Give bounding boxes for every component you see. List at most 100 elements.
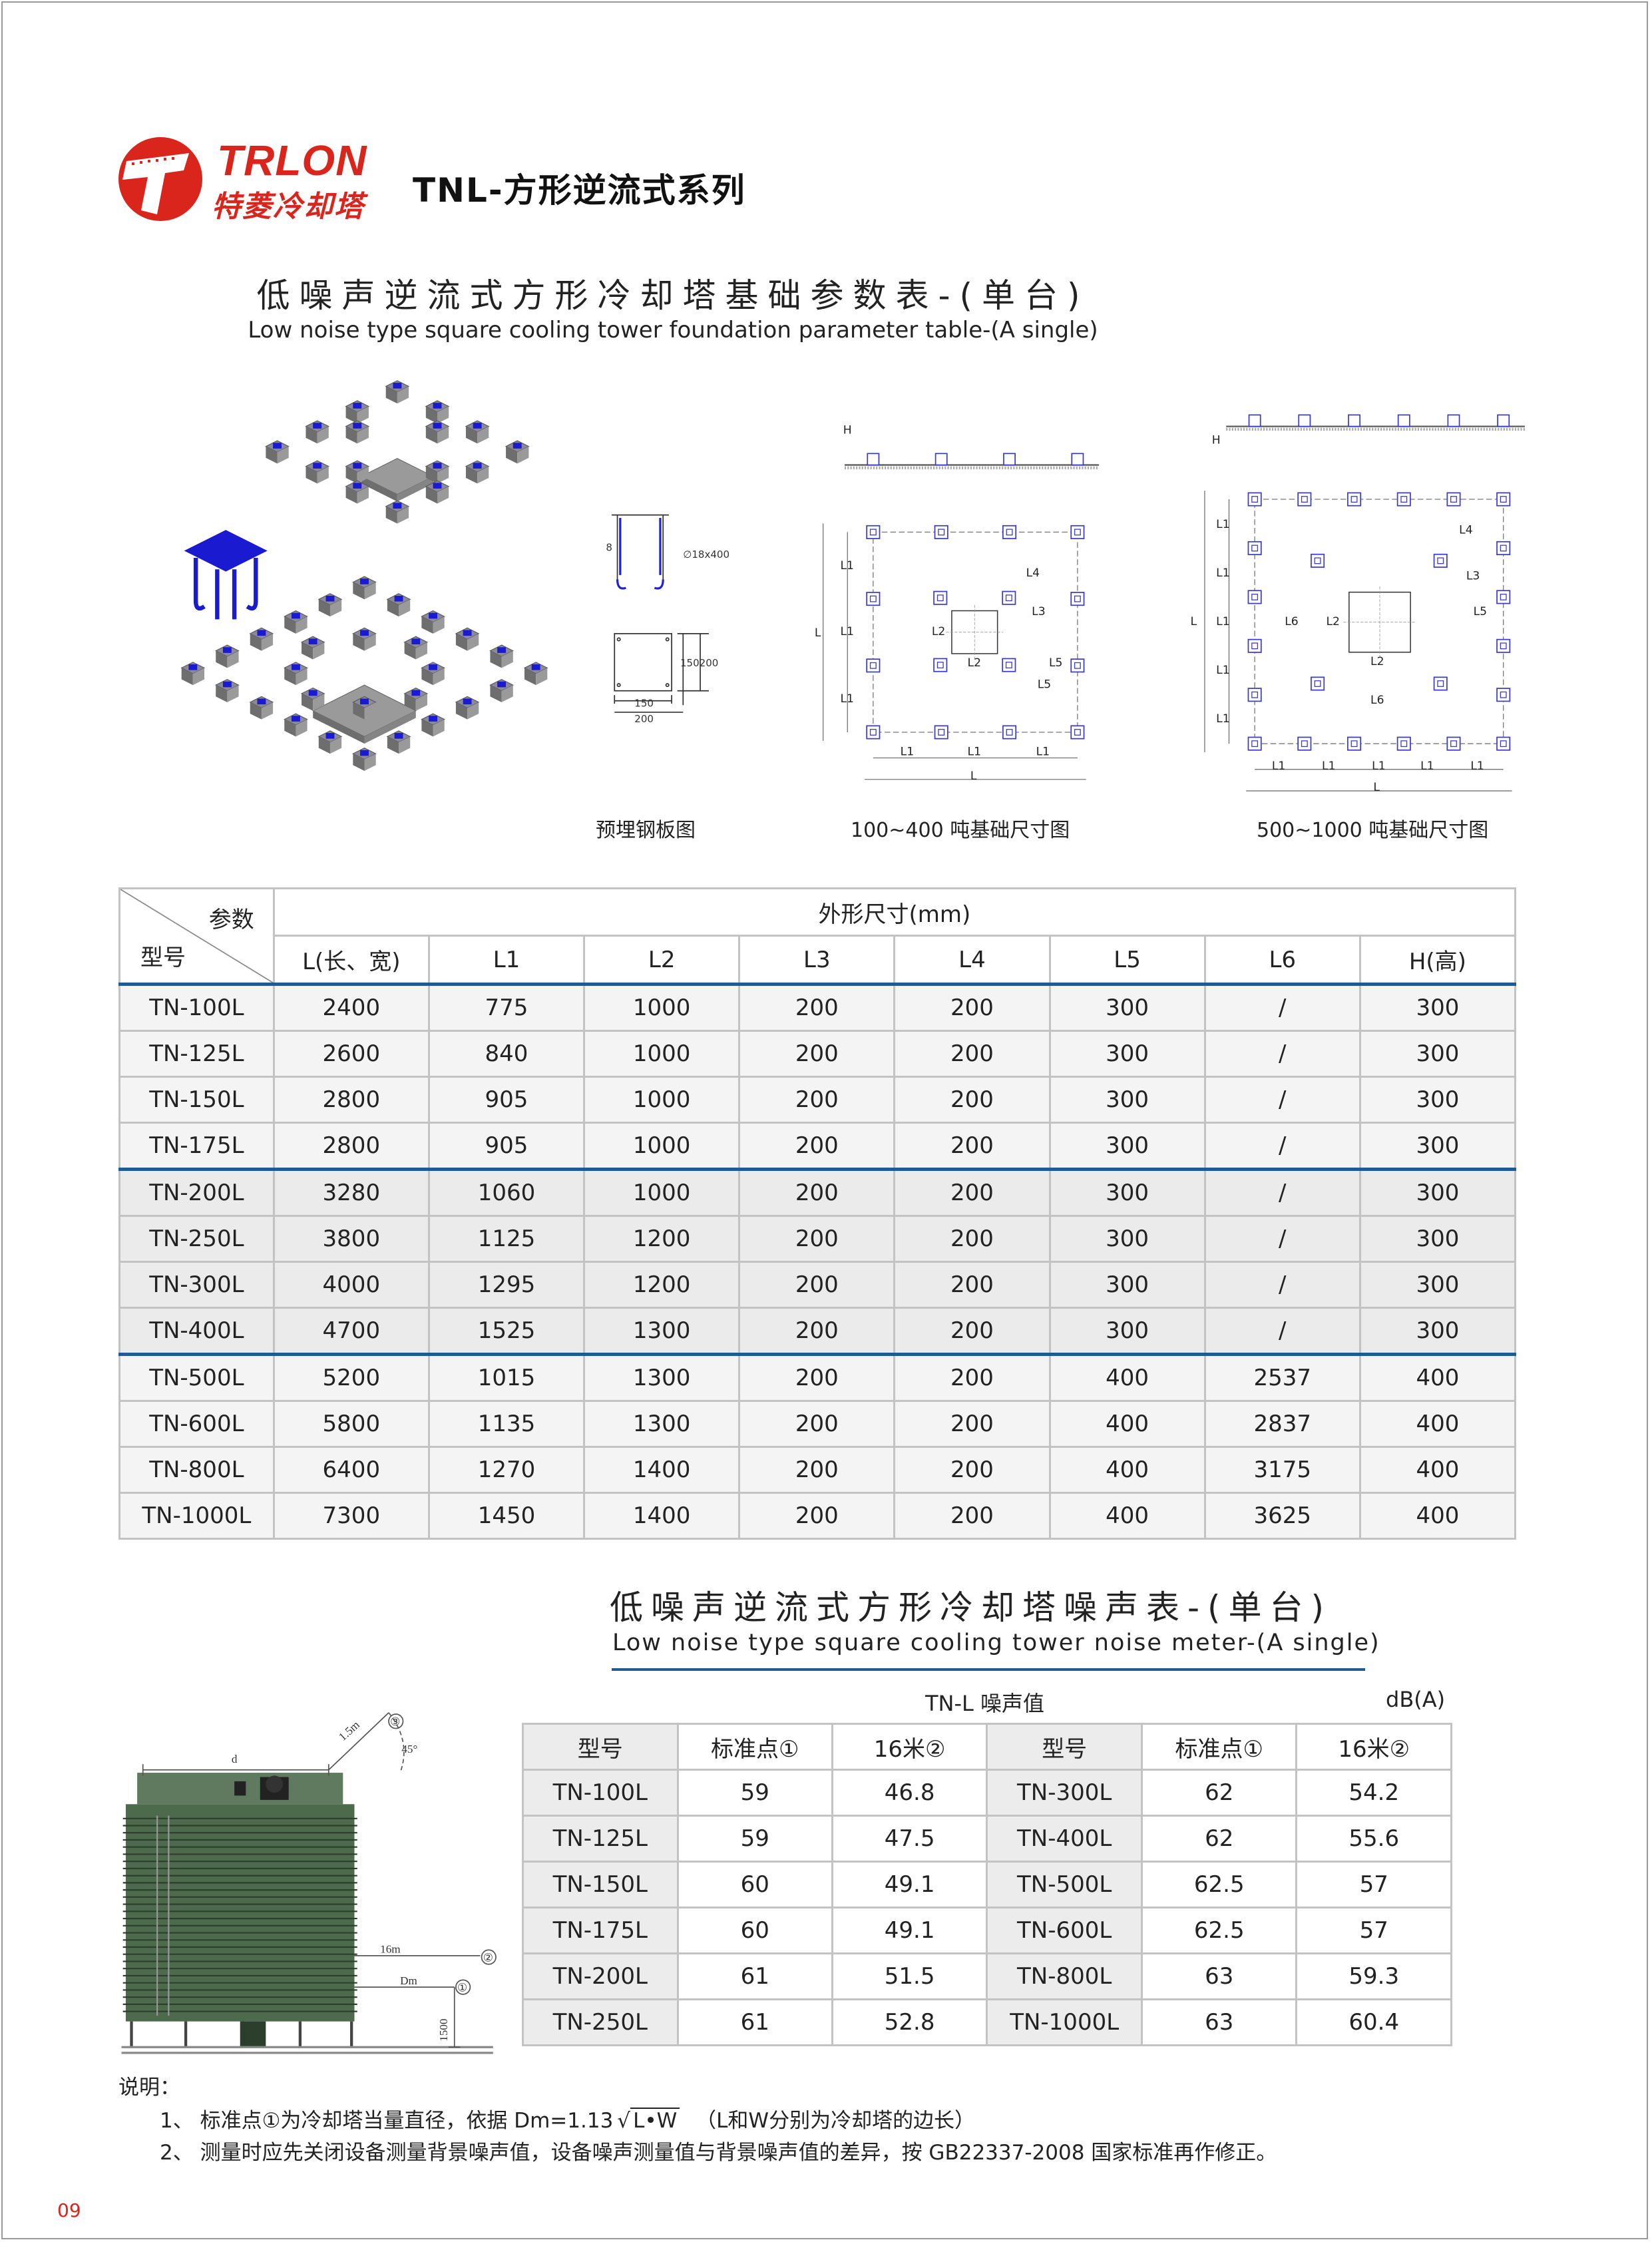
table-row: TN-300L 4000 1295 1200 200 200 300/300: [118, 1261, 1517, 1309]
value-cell: 60.4: [1295, 1998, 1452, 2046]
value-cell: 300: [1048, 1076, 1206, 1124]
value-cell: 4700: [272, 1307, 430, 1355]
value-cell: 400: [1358, 1353, 1517, 1402]
value-cell: 400: [1358, 1492, 1517, 1540]
value-cell: 1400: [583, 1446, 741, 1494]
value-cell: 3175: [1203, 1446, 1361, 1494]
value-cell: 4000: [272, 1261, 430, 1309]
value-cell: 200: [893, 1492, 1051, 1540]
value-cell: 60: [676, 1906, 833, 1954]
value-cell: 200: [738, 1446, 896, 1494]
value-cell: /: [1203, 1307, 1361, 1355]
value-cell: 57: [1295, 1861, 1452, 1908]
model-cell: TN-125L: [522, 1815, 679, 1863]
group-header: 外形尺寸(mm): [272, 887, 1517, 937]
model-cell: TN-200L: [522, 1952, 679, 2000]
value-cell: 54.2: [1295, 1769, 1452, 1817]
model-cell: TN-150L: [522, 1861, 679, 1908]
value-cell: 1450: [427, 1492, 586, 1540]
table-row: TN-125L 59 47.5 TN-400L 62 55.6: [522, 1815, 1452, 1863]
value-cell: 1135: [427, 1400, 586, 1448]
column-header: H(高): [1358, 935, 1517, 985]
value-cell: 5800: [272, 1400, 430, 1448]
value-cell: 300: [1358, 1261, 1517, 1309]
value-cell: 200: [738, 1076, 896, 1124]
model-cell: TN-500L: [986, 1861, 1143, 1908]
value-cell: 55.6: [1295, 1815, 1452, 1863]
value-cell: 300: [1048, 1307, 1206, 1355]
table-row: TN-250L 61 52.8 TN-1000L 63 60.4: [522, 1998, 1452, 2046]
value-cell: 1000: [583, 1122, 741, 1170]
value-cell: 49.1: [831, 1861, 988, 1908]
value-cell: 200: [738, 1122, 896, 1170]
note-2: 2、 测量时应先关闭设备测量背景噪声值，设备噪声测量值与背景噪声值的差异，按 G…: [160, 2141, 1277, 2165]
model-cell: TN-600L: [118, 1400, 275, 1448]
value-cell: 200: [738, 1400, 896, 1448]
model-cell: TN-200L: [118, 1168, 275, 1217]
value-cell: 400: [1048, 1353, 1206, 1402]
noise-unit: dB(A): [1386, 1687, 1446, 1712]
value-cell: 2400: [272, 983, 430, 1032]
value-cell: 200: [738, 1261, 896, 1309]
value-cell: 200: [893, 1446, 1051, 1494]
value-cell: 200: [893, 1307, 1051, 1355]
value-cell: 200: [738, 1492, 896, 1540]
value-cell: 775: [427, 983, 586, 1032]
brand-name-cn: 特菱冷却塔: [212, 190, 365, 224]
column-header: 型号: [986, 1723, 1143, 1771]
brand-logo: TRLON 特菱冷却塔: [117, 136, 383, 224]
value-cell: 200: [893, 1353, 1051, 1402]
table-row: TN-500L 5200 1015 1300 200 200 400 2537 400: [118, 1353, 1517, 1402]
caption-embedded-plate: 预埋钢板图: [596, 819, 696, 842]
table-row: TN-150L 2800 905 1000 200 200 300/300: [118, 1076, 1517, 1124]
value-cell: 47.5: [831, 1815, 988, 1863]
column-header: L1: [427, 935, 586, 985]
value-cell: 49.1: [831, 1906, 988, 1954]
model-cell: TN-1000L: [118, 1492, 275, 1540]
column-header: L4: [893, 935, 1051, 985]
brand-name-en: TRLON: [217, 136, 367, 184]
value-cell: 200: [738, 1168, 896, 1217]
value-cell: 200: [893, 1168, 1051, 1217]
value-cell: 52.8: [831, 1998, 988, 2046]
column-header: 16米②: [1295, 1723, 1452, 1771]
value-cell: 1270: [427, 1446, 586, 1494]
table-row: TN-800L 6400 1270 1400 200 200 400 3175 400: [118, 1446, 1517, 1494]
noise-subtitle: Low noise type square cooling tower nois…: [612, 1630, 1380, 1656]
value-cell: 1300: [583, 1400, 741, 1448]
value-cell: 400: [1048, 1446, 1206, 1494]
model-cell: TN-250L: [522, 1998, 679, 2046]
value-cell: /: [1203, 983, 1361, 1032]
value-cell: 200: [893, 1261, 1051, 1309]
value-cell: 400: [1048, 1400, 1206, 1448]
corner-label-params: 参数: [208, 907, 254, 933]
value-cell: 6400: [272, 1446, 430, 1494]
noise-table: 型号 标准点① 16米② 型号 标准点① 16米② TN-100L 59 46.8 TN-300…: [522, 1723, 1452, 2046]
model-cell: TN-800L: [986, 1952, 1143, 2000]
table-row: TN-125L 2600 840 1000 200 200 300/300: [118, 1030, 1517, 1078]
noise-caption: TN-L 噪声值: [925, 1691, 1045, 1716]
value-cell: 62: [1140, 1815, 1298, 1863]
value-cell: 46.8: [831, 1769, 988, 1817]
column-header: 型号: [522, 1723, 679, 1771]
value-cell: 400: [1358, 1400, 1517, 1448]
value-cell: 60: [676, 1861, 833, 1908]
table-row: TN-1000L 7300 1450 1400 200 200 400 3625 400: [118, 1492, 1517, 1540]
model-cell: TN-1000L: [986, 1998, 1143, 2046]
column-header: 标准点①: [1140, 1723, 1298, 1771]
value-cell: 1000: [583, 1076, 741, 1124]
model-cell: TN-100L: [522, 1769, 679, 1817]
value-cell: 200: [893, 1076, 1051, 1124]
value-cell: 1015: [427, 1353, 586, 1402]
value-cell: 61: [676, 1952, 833, 2000]
table-row: TN-400L 4700 1525 1300 200 200 300/300: [118, 1307, 1517, 1355]
value-cell: 1200: [583, 1261, 741, 1309]
series-title: TNL-方形逆流式系列: [413, 171, 746, 210]
model-cell: TN-500L: [118, 1353, 275, 1402]
value-cell: 300: [1358, 1076, 1517, 1124]
value-cell: 300: [1048, 983, 1206, 1032]
value-cell: /: [1203, 1030, 1361, 1078]
value-cell: 300: [1358, 1122, 1517, 1170]
value-cell: 1525: [427, 1307, 586, 1355]
